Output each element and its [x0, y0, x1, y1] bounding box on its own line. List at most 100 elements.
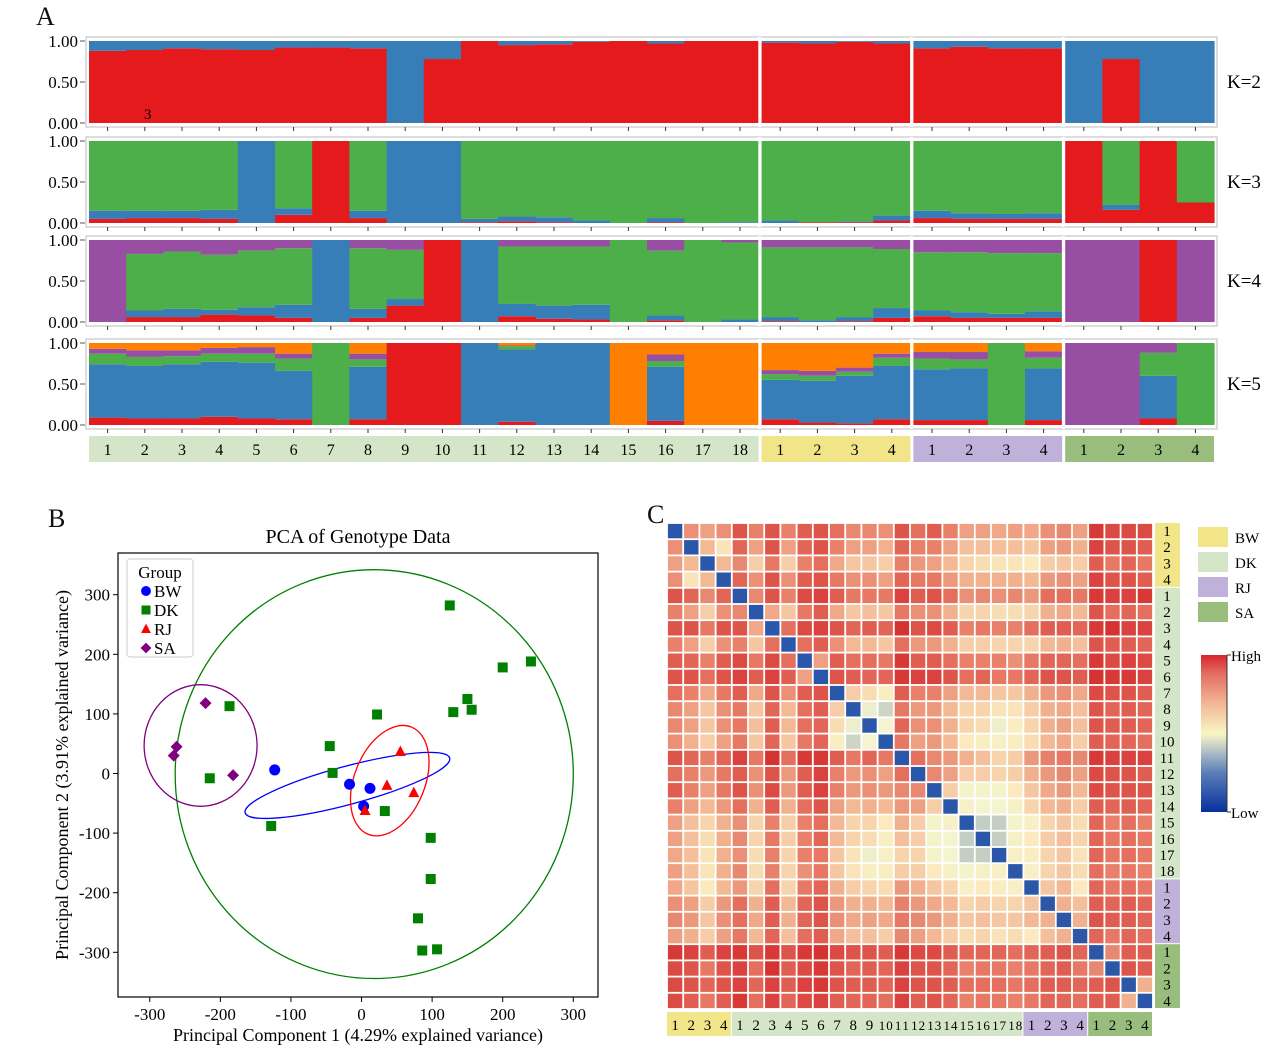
admixture-bar-red	[126, 418, 164, 425]
row-label: 4	[1163, 573, 1171, 589]
heatmap-cell	[1137, 572, 1153, 587]
heatmap-cell	[959, 734, 974, 749]
admixture-bar-blue	[275, 41, 313, 48]
admixture-bar-red	[200, 49, 239, 124]
point-DK	[497, 662, 508, 673]
heatmap-cell	[862, 815, 877, 830]
heatmap-cell	[732, 702, 748, 717]
heatmap-cell	[959, 993, 974, 1009]
heatmap-cell	[1056, 734, 1072, 749]
heatmap-cell	[1008, 718, 1023, 733]
legend-marker-BW	[141, 586, 151, 596]
admixture-bar-green	[163, 356, 202, 365]
heatmap-cell	[781, 588, 796, 604]
heatmap-cell	[732, 766, 748, 782]
confidence-ellipse-BW	[244, 751, 451, 820]
heatmap-cell	[667, 621, 683, 636]
admixture-bar-green	[163, 251, 202, 309]
heatmap-cell	[1024, 718, 1039, 733]
admixture-bar-blue	[237, 41, 276, 51]
admixture-bar-blue	[423, 41, 462, 60]
heatmap-cell	[1105, 637, 1120, 652]
x-tick-label: 300	[561, 1005, 587, 1024]
point-RJ	[381, 779, 393, 790]
legend-label: DK	[154, 601, 179, 620]
admixture-bar-red	[798, 222, 837, 223]
heatmap-cell	[716, 669, 731, 685]
heatmap-cell	[1024, 783, 1039, 798]
point-SA	[227, 769, 240, 782]
heatmap-cell	[894, 847, 910, 863]
heatmap-cell	[1072, 621, 1088, 636]
admixture-bar-orange	[498, 343, 536, 346]
heatmap-cell	[781, 912, 796, 928]
heatmap-cell	[846, 685, 861, 701]
heatmap-cell	[765, 702, 780, 717]
heatmap-cell	[910, 523, 926, 539]
heatmap-cell	[862, 653, 877, 668]
sample-label: 3	[1002, 442, 1010, 459]
heatmap-cell	[684, 847, 699, 863]
col-label: 17	[992, 1018, 1007, 1033]
heatmap-cell	[878, 556, 893, 571]
heatmap-cell	[748, 669, 764, 685]
col-label: 18	[1008, 1018, 1022, 1033]
heatmap-cell	[732, 945, 748, 960]
heatmap-cell	[797, 993, 812, 1009]
heatmap-cell	[700, 783, 715, 798]
admixture-bar-blue	[386, 141, 425, 223]
heatmap-cell	[1121, 799, 1136, 814]
heatmap-cell	[975, 977, 991, 992]
legend-marker-SA	[140, 642, 152, 654]
admixture-bar-red	[684, 41, 722, 123]
admixture-bar-purple	[1065, 240, 1103, 322]
heatmap-cell	[748, 799, 764, 814]
heatmap-cell	[862, 880, 877, 895]
heatmap-cell	[910, 653, 926, 668]
admixture-bar-green	[1176, 343, 1215, 425]
heatmap-cell	[813, 540, 829, 555]
admixture-bar-green	[647, 141, 685, 219]
col-label: 13	[927, 1018, 941, 1033]
col-label: 1	[1093, 1018, 1101, 1034]
heatmap-cell	[1121, 588, 1136, 604]
heatmap-cell	[991, 621, 1007, 636]
admixture-bar-red	[647, 420, 685, 425]
row-label: 9	[1163, 718, 1171, 734]
heatmap-cell	[1105, 669, 1120, 685]
heatmap-cell	[910, 572, 926, 587]
admixture-bar-red	[1102, 209, 1141, 223]
admixture-bar-blue	[1025, 41, 1063, 49]
admixture-bar-red	[89, 218, 127, 223]
heatmap-cell	[1105, 847, 1120, 863]
heatmap-cell	[716, 572, 731, 587]
heatmap-cell	[1008, 702, 1023, 717]
admixture-bar-green	[498, 346, 536, 350]
row-label: 4	[1163, 637, 1171, 653]
heatmap-cell	[667, 685, 683, 701]
heatmap-cell	[1056, 880, 1072, 895]
heatmap-cell	[781, 540, 796, 555]
admixture-bar-red	[1139, 418, 1178, 425]
admixture-bar-green	[275, 141, 313, 209]
heatmap-cell	[1008, 864, 1023, 879]
heatmap-cell	[700, 928, 715, 944]
admixture-bar-red	[349, 317, 388, 322]
admixture-bar-purple	[1102, 343, 1141, 425]
admixture-bar-orange	[349, 343, 388, 354]
sample-label: 4	[1191, 442, 1199, 459]
heatmap-cell	[862, 783, 877, 798]
heatmap-cell	[781, 685, 796, 701]
admixture-bar-blue	[312, 41, 350, 48]
admixture-bar-green	[913, 252, 952, 311]
admixture-bar-blue	[1139, 41, 1178, 123]
heatmap-cell	[878, 588, 893, 604]
heatmap-cell	[927, 653, 942, 668]
admixture-bar-red	[461, 41, 499, 123]
heatmap-cell	[797, 734, 812, 749]
admixture-bar-blue	[873, 41, 911, 44]
admixture-bar-blue	[987, 41, 1026, 49]
admixture-bar-blue	[275, 304, 313, 318]
heatmap-cell	[765, 880, 780, 895]
heatmap-cell	[716, 702, 731, 717]
